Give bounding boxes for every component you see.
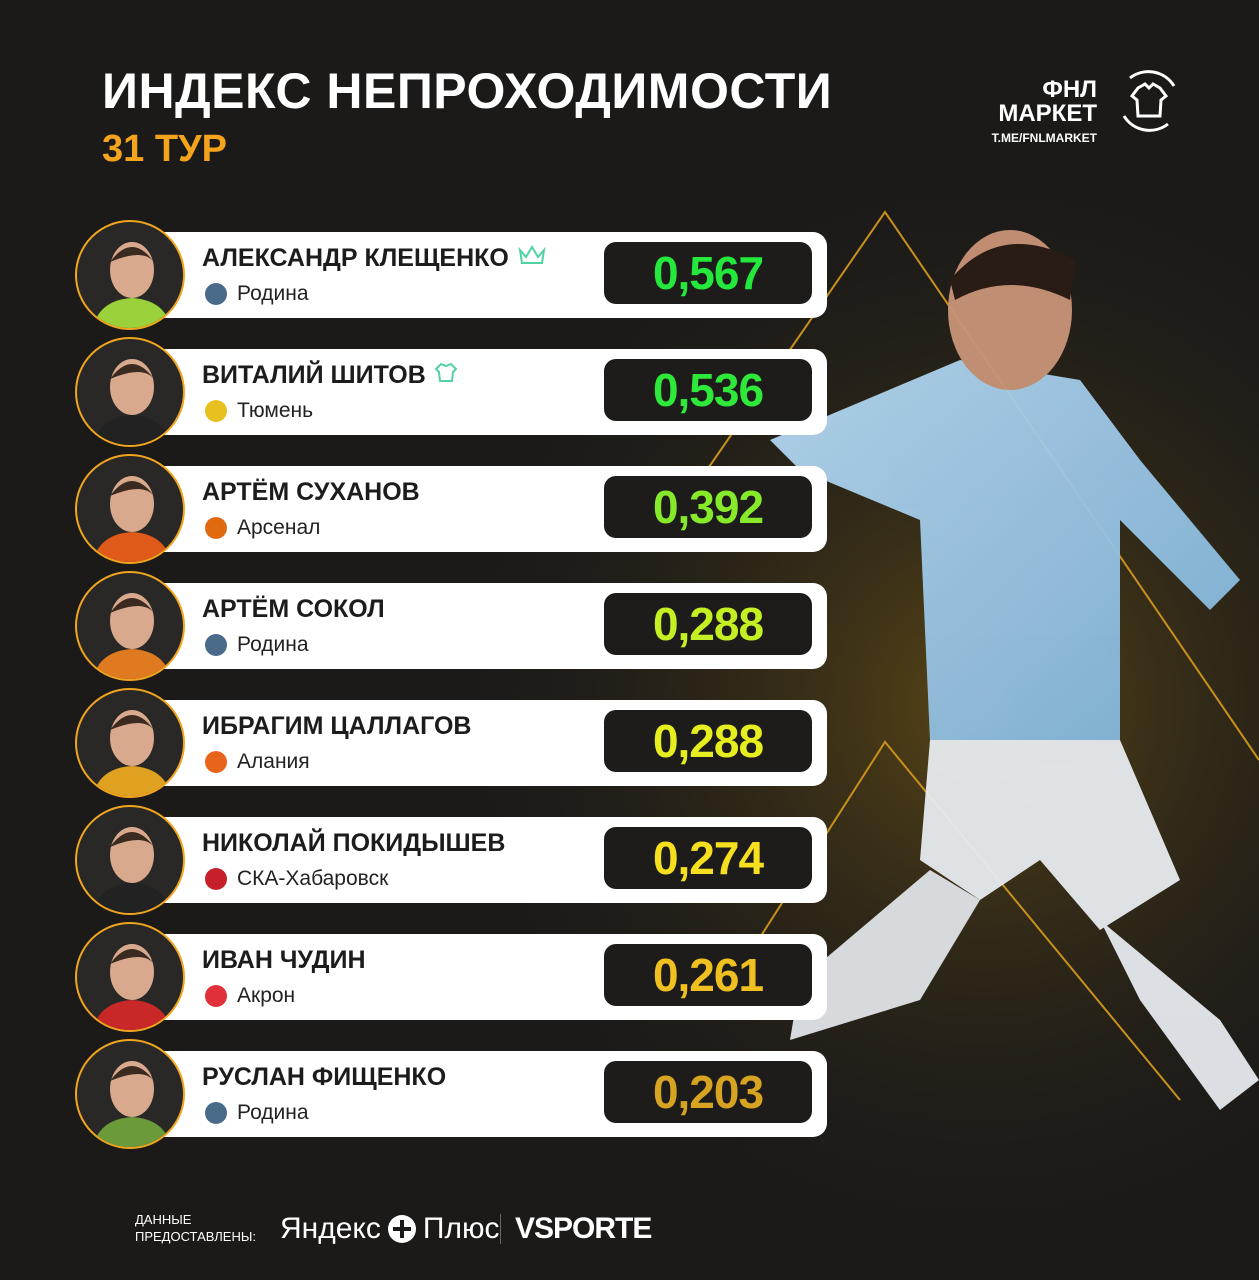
logo-line2: МАРКЕТ xyxy=(998,100,1097,127)
player-avatar xyxy=(75,1039,185,1149)
yandex-plus-logo: Яндекс Плюс xyxy=(280,1212,499,1246)
player-club: Родина xyxy=(205,633,309,657)
plus-icon xyxy=(387,1215,416,1243)
credit-line2: ПРЕДОСТАВЛЕНЫ: xyxy=(135,1229,256,1244)
shirt-icon xyxy=(434,361,458,390)
player-row: РУСЛАН ФИЩЕНКО Родина 0,203 xyxy=(75,1039,827,1151)
player-name: РУСЛАН ФИЩЕНКО xyxy=(202,1063,446,1092)
player-avatar xyxy=(75,922,185,1032)
index-value: 0,203 xyxy=(604,1061,812,1123)
player-name: АРТЁМ СУХАНОВ xyxy=(202,478,420,507)
player-name-text: АЛЕКСАНДР КЛЕЩЕНКО xyxy=(202,244,509,272)
club-badge-icon xyxy=(205,985,227,1007)
club-name: Родина xyxy=(237,282,309,305)
club-name: Родина xyxy=(237,1101,309,1124)
shirt-cycle-icon xyxy=(1122,70,1176,132)
club-badge-icon xyxy=(205,517,227,539)
crown-icon xyxy=(517,244,547,273)
player-name-text: АРТЁМ СУХАНОВ xyxy=(202,478,420,506)
sponsor-vsporte: VSPORTE xyxy=(515,1212,652,1245)
player-avatar xyxy=(75,337,185,447)
club-name: СКА-Хабаровск xyxy=(237,867,389,890)
player-name-text: ИБРАГИМ ЦАЛЛАГОВ xyxy=(202,712,472,740)
logo-line1: ФНЛ xyxy=(1042,76,1097,103)
player-avatar xyxy=(75,805,185,915)
page-subtitle: 31 ТУР xyxy=(102,128,228,170)
club-badge-icon xyxy=(205,634,227,656)
club-name: Родина xyxy=(237,633,309,656)
index-value: 0,567 xyxy=(604,242,812,304)
club-badge-icon xyxy=(205,283,227,305)
index-value: 0,274 xyxy=(604,827,812,889)
player-name: АРТЁМ СОКОЛ xyxy=(202,595,385,624)
player-name-text: ИВАН ЧУДИН xyxy=(202,946,366,974)
index-value: 0,288 xyxy=(604,710,812,772)
club-badge-icon xyxy=(205,400,227,422)
player-row: АРТЁМ СОКОЛ Родина 0,288 xyxy=(75,571,827,683)
fnl-market-logo[interactable]: ФНЛ МАРКЕТ T.ME/FNLMARKET xyxy=(975,76,1097,146)
index-value: 0,261 xyxy=(604,944,812,1006)
data-credit-label: ДАННЫЕ ПРЕДОСТАВЛЕНЫ: xyxy=(135,1211,256,1245)
player-row: АЛЕКСАНДР КЛЕЩЕНКО Родина 0,567 xyxy=(75,220,827,332)
club-badge-icon xyxy=(205,1102,227,1124)
player-name: АЛЕКСАНДР КЛЕЩЕНКО xyxy=(202,244,547,273)
player-name: ИВАН ЧУДИН xyxy=(202,946,366,975)
index-value: 0,536 xyxy=(604,359,812,421)
club-badge-icon xyxy=(205,751,227,773)
player-row: ИВАН ЧУДИН Акрон 0,261 xyxy=(75,922,827,1034)
player-club: Родина xyxy=(205,282,309,306)
player-avatar xyxy=(75,571,185,681)
player-name: ВИТАЛИЙ ШИТОВ xyxy=(202,361,458,390)
club-name: Тюмень xyxy=(237,399,314,422)
footer-divider xyxy=(500,1214,501,1244)
player-row: ВИТАЛИЙ ШИТОВ Тюмень 0,536 xyxy=(75,337,827,449)
player-row: АРТЁМ СУХАНОВ Арсенал 0,392 xyxy=(75,454,827,566)
index-value: 0,392 xyxy=(604,476,812,538)
player-name-text: АРТЁМ СОКОЛ xyxy=(202,595,385,623)
sponsor-plus: Плюс xyxy=(422,1212,500,1245)
player-name: НИКОЛАЙ ПОКИДЫШЕВ xyxy=(202,829,505,858)
player-club: Родина xyxy=(205,1101,309,1125)
player-row: ИБРАГИМ ЦАЛЛАГОВ Алания 0,288 xyxy=(75,688,827,800)
logo-link[interactable]: T.ME/FNLMARKET xyxy=(991,131,1097,145)
page-title: ИНДЕКС НЕПРОХОДИМОСТИ xyxy=(102,63,833,119)
player-club: Тюмень xyxy=(205,399,313,423)
club-badge-icon xyxy=(205,868,227,890)
player-row: НИКОЛАЙ ПОКИДЫШЕВ СКА-Хабаровск 0,274 xyxy=(75,805,827,917)
player-photo xyxy=(770,230,1259,1110)
player-name-text: РУСЛАН ФИЩЕНКО xyxy=(202,1063,447,1091)
player-avatar xyxy=(75,220,185,330)
club-name: Алания xyxy=(237,750,310,773)
club-name: Арсенал xyxy=(237,516,321,539)
sponsor-yandex: Яндекс xyxy=(280,1212,381,1245)
player-avatar xyxy=(75,454,185,564)
credit-line1: ДАННЫЕ xyxy=(135,1212,192,1227)
player-club: Арсенал xyxy=(205,516,320,540)
player-name: ИБРАГИМ ЦАЛЛАГОВ xyxy=(202,712,471,741)
player-name-text: НИКОЛАЙ ПОКИДЫШЕВ xyxy=(202,829,506,857)
club-name: Акрон xyxy=(237,984,296,1007)
player-avatar xyxy=(75,688,185,798)
player-club: Алания xyxy=(205,750,310,774)
player-name-text: ВИТАЛИЙ ШИТОВ xyxy=(202,361,426,389)
index-value: 0,288 xyxy=(604,593,812,655)
player-club: Акрон xyxy=(205,984,295,1008)
player-club: СКА-Хабаровск xyxy=(205,867,388,891)
